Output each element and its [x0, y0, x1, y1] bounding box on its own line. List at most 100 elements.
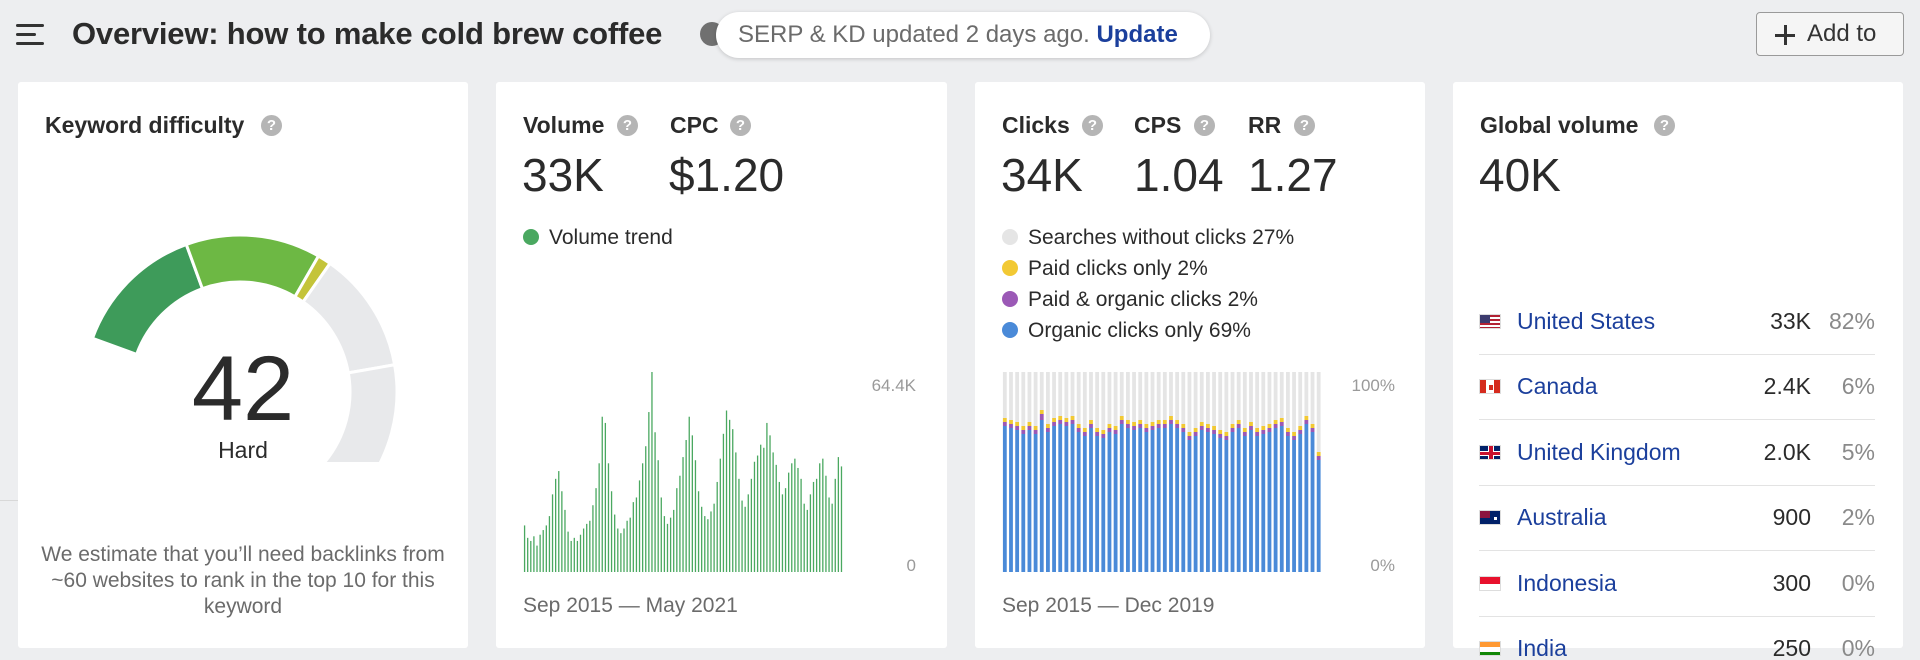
clicks-bar-segment[interactable]	[1249, 426, 1253, 430]
clicks-bar-segment[interactable]	[1082, 428, 1087, 432]
volume-bar[interactable]	[632, 502, 634, 572]
clicks-bar-segment[interactable]	[1310, 428, 1315, 432]
volume-bar[interactable]	[645, 446, 647, 572]
clicks-bar-segment[interactable]	[1033, 434, 1038, 572]
help-icon[interactable]: ?	[730, 115, 751, 136]
volume-bar[interactable]	[772, 452, 774, 572]
clicks-bar-segment[interactable]	[1119, 416, 1124, 420]
volume-bar[interactable]	[527, 537, 529, 572]
clicks-bar-segment[interactable]	[1015, 372, 1020, 422]
volume-bar[interactable]	[626, 520, 628, 572]
volume-bar[interactable]	[688, 416, 690, 572]
volume-bar[interactable]	[697, 491, 700, 572]
clicks-bar-segment[interactable]	[1058, 372, 1063, 416]
volume-bar[interactable]	[822, 458, 824, 572]
clicks-bar-segment[interactable]	[1206, 372, 1210, 424]
volume-bar[interactable]	[558, 471, 560, 572]
volume-bar[interactable]	[660, 497, 662, 572]
volume-bar[interactable]	[815, 478, 818, 572]
clicks-bar-segment[interactable]	[1027, 430, 1032, 572]
clicks-bar-segment[interactable]	[1304, 424, 1309, 572]
volume-bar[interactable]	[567, 531, 569, 572]
clicks-bar-segment[interactable]	[1224, 372, 1229, 432]
clicks-bar-segment[interactable]	[1076, 428, 1081, 432]
clicks-bar-segment[interactable]	[1138, 428, 1143, 572]
clicks-bar-segment[interactable]	[1292, 440, 1296, 572]
clicks-bar-segment[interactable]	[1070, 416, 1075, 420]
volume-bar[interactable]	[701, 506, 703, 572]
help-icon[interactable]: ?	[1294, 115, 1315, 136]
volume-bar[interactable]	[638, 480, 641, 572]
clicks-bar-segment[interactable]	[1175, 428, 1180, 572]
clicks-bar-segment[interactable]	[1052, 372, 1056, 418]
clicks-bar-segment[interactable]	[1113, 430, 1118, 434]
clicks-bar-segment[interactable]	[1150, 422, 1155, 426]
clicks-bar-segment[interactable]	[1070, 420, 1075, 424]
menu-icon[interactable]	[16, 24, 46, 46]
volume-bar[interactable]	[601, 416, 603, 572]
clicks-bar-segment[interactable]	[1169, 424, 1173, 572]
volume-bar[interactable]	[561, 491, 563, 572]
clicks-bar-segment[interactable]	[1286, 436, 1290, 572]
clicks-bar-segment[interactable]	[1021, 434, 1026, 572]
clicks-bar-segment[interactable]	[1002, 422, 1007, 426]
clicks-bar-segment[interactable]	[1039, 414, 1044, 420]
clicks-bar-segment[interactable]	[1015, 426, 1020, 430]
clicks-bar-segment[interactable]	[1052, 426, 1056, 572]
clicks-bar-segment[interactable]	[1298, 372, 1303, 426]
help-icon[interactable]: ?	[617, 115, 638, 136]
volume-bar[interactable]	[570, 540, 572, 572]
clicks-bar-segment[interactable]	[1175, 424, 1180, 428]
volume-bar[interactable]	[738, 478, 740, 572]
volume-bar[interactable]	[732, 429, 734, 572]
clicks-bar-segment[interactable]	[1064, 418, 1069, 422]
volume-bar[interactable]	[756, 455, 759, 572]
clicks-bar-segment[interactable]	[1286, 428, 1290, 432]
clicks-bar-segment[interactable]	[1206, 432, 1210, 572]
clicks-bar-segment[interactable]	[1193, 372, 1198, 428]
clicks-bar-segment[interactable]	[1039, 372, 1044, 410]
clicks-bar-segment[interactable]	[1156, 424, 1161, 428]
clicks-bar-segment[interactable]	[1279, 422, 1284, 426]
clicks-bar-segment[interactable]	[1113, 434, 1118, 572]
volume-bar[interactable]	[806, 509, 808, 572]
clicks-bar-segment[interactable]	[1304, 372, 1309, 416]
volume-bar[interactable]	[607, 463, 610, 572]
clicks-bar-segment[interactable]	[1150, 426, 1155, 430]
volume-bar[interactable]	[542, 530, 544, 572]
clicks-bar-segment[interactable]	[1002, 418, 1007, 422]
clicks-bar-segment[interactable]	[1224, 432, 1229, 436]
clicks-bar-segment[interactable]	[1304, 416, 1309, 420]
clicks-bar-segment[interactable]	[1101, 372, 1106, 430]
clicks-bar-segment[interactable]	[1039, 420, 1044, 572]
country-link[interactable]: United Kingdom	[1517, 438, 1681, 465]
volume-bar[interactable]	[694, 460, 697, 572]
volume-bar[interactable]	[713, 503, 715, 572]
clicks-bar-segment[interactable]	[1224, 440, 1229, 572]
clicks-bar-segment[interactable]	[1236, 424, 1241, 428]
volume-bar[interactable]	[760, 444, 762, 572]
clicks-bar-segment[interactable]	[1021, 372, 1026, 426]
clicks-bar-segment[interactable]	[1150, 430, 1155, 572]
clicks-bar-segment[interactable]	[1310, 424, 1315, 428]
volume-bar[interactable]	[741, 500, 743, 572]
clicks-bar-segment[interactable]	[1273, 372, 1278, 420]
clicks-bar-segment[interactable]	[1076, 424, 1081, 428]
clicks-bar-segment[interactable]	[1249, 372, 1253, 422]
volume-bar[interactable]	[766, 422, 768, 572]
clicks-bar-segment[interactable]	[1181, 424, 1186, 428]
clicks-bar-segment[interactable]	[1292, 372, 1296, 432]
clicks-bar-segment[interactable]	[1249, 430, 1253, 572]
clicks-bar-segment[interactable]	[1310, 432, 1315, 572]
clicks-bar-segment[interactable]	[1193, 432, 1198, 436]
clicks-bar-segment[interactable]	[1052, 422, 1056, 426]
clicks-bar-segment[interactable]	[1230, 424, 1235, 428]
volume-bar[interactable]	[555, 478, 557, 572]
volume-bar[interactable]	[825, 475, 827, 572]
clicks-bar-segment[interactable]	[1267, 428, 1272, 432]
volume-bar[interactable]	[744, 506, 746, 572]
clicks-bar-segment[interactable]	[1107, 424, 1112, 428]
clicks-bar-segment[interactable]	[1156, 372, 1161, 420]
clicks-bar-segment[interactable]	[1058, 420, 1063, 424]
volume-bar[interactable]	[579, 534, 582, 572]
